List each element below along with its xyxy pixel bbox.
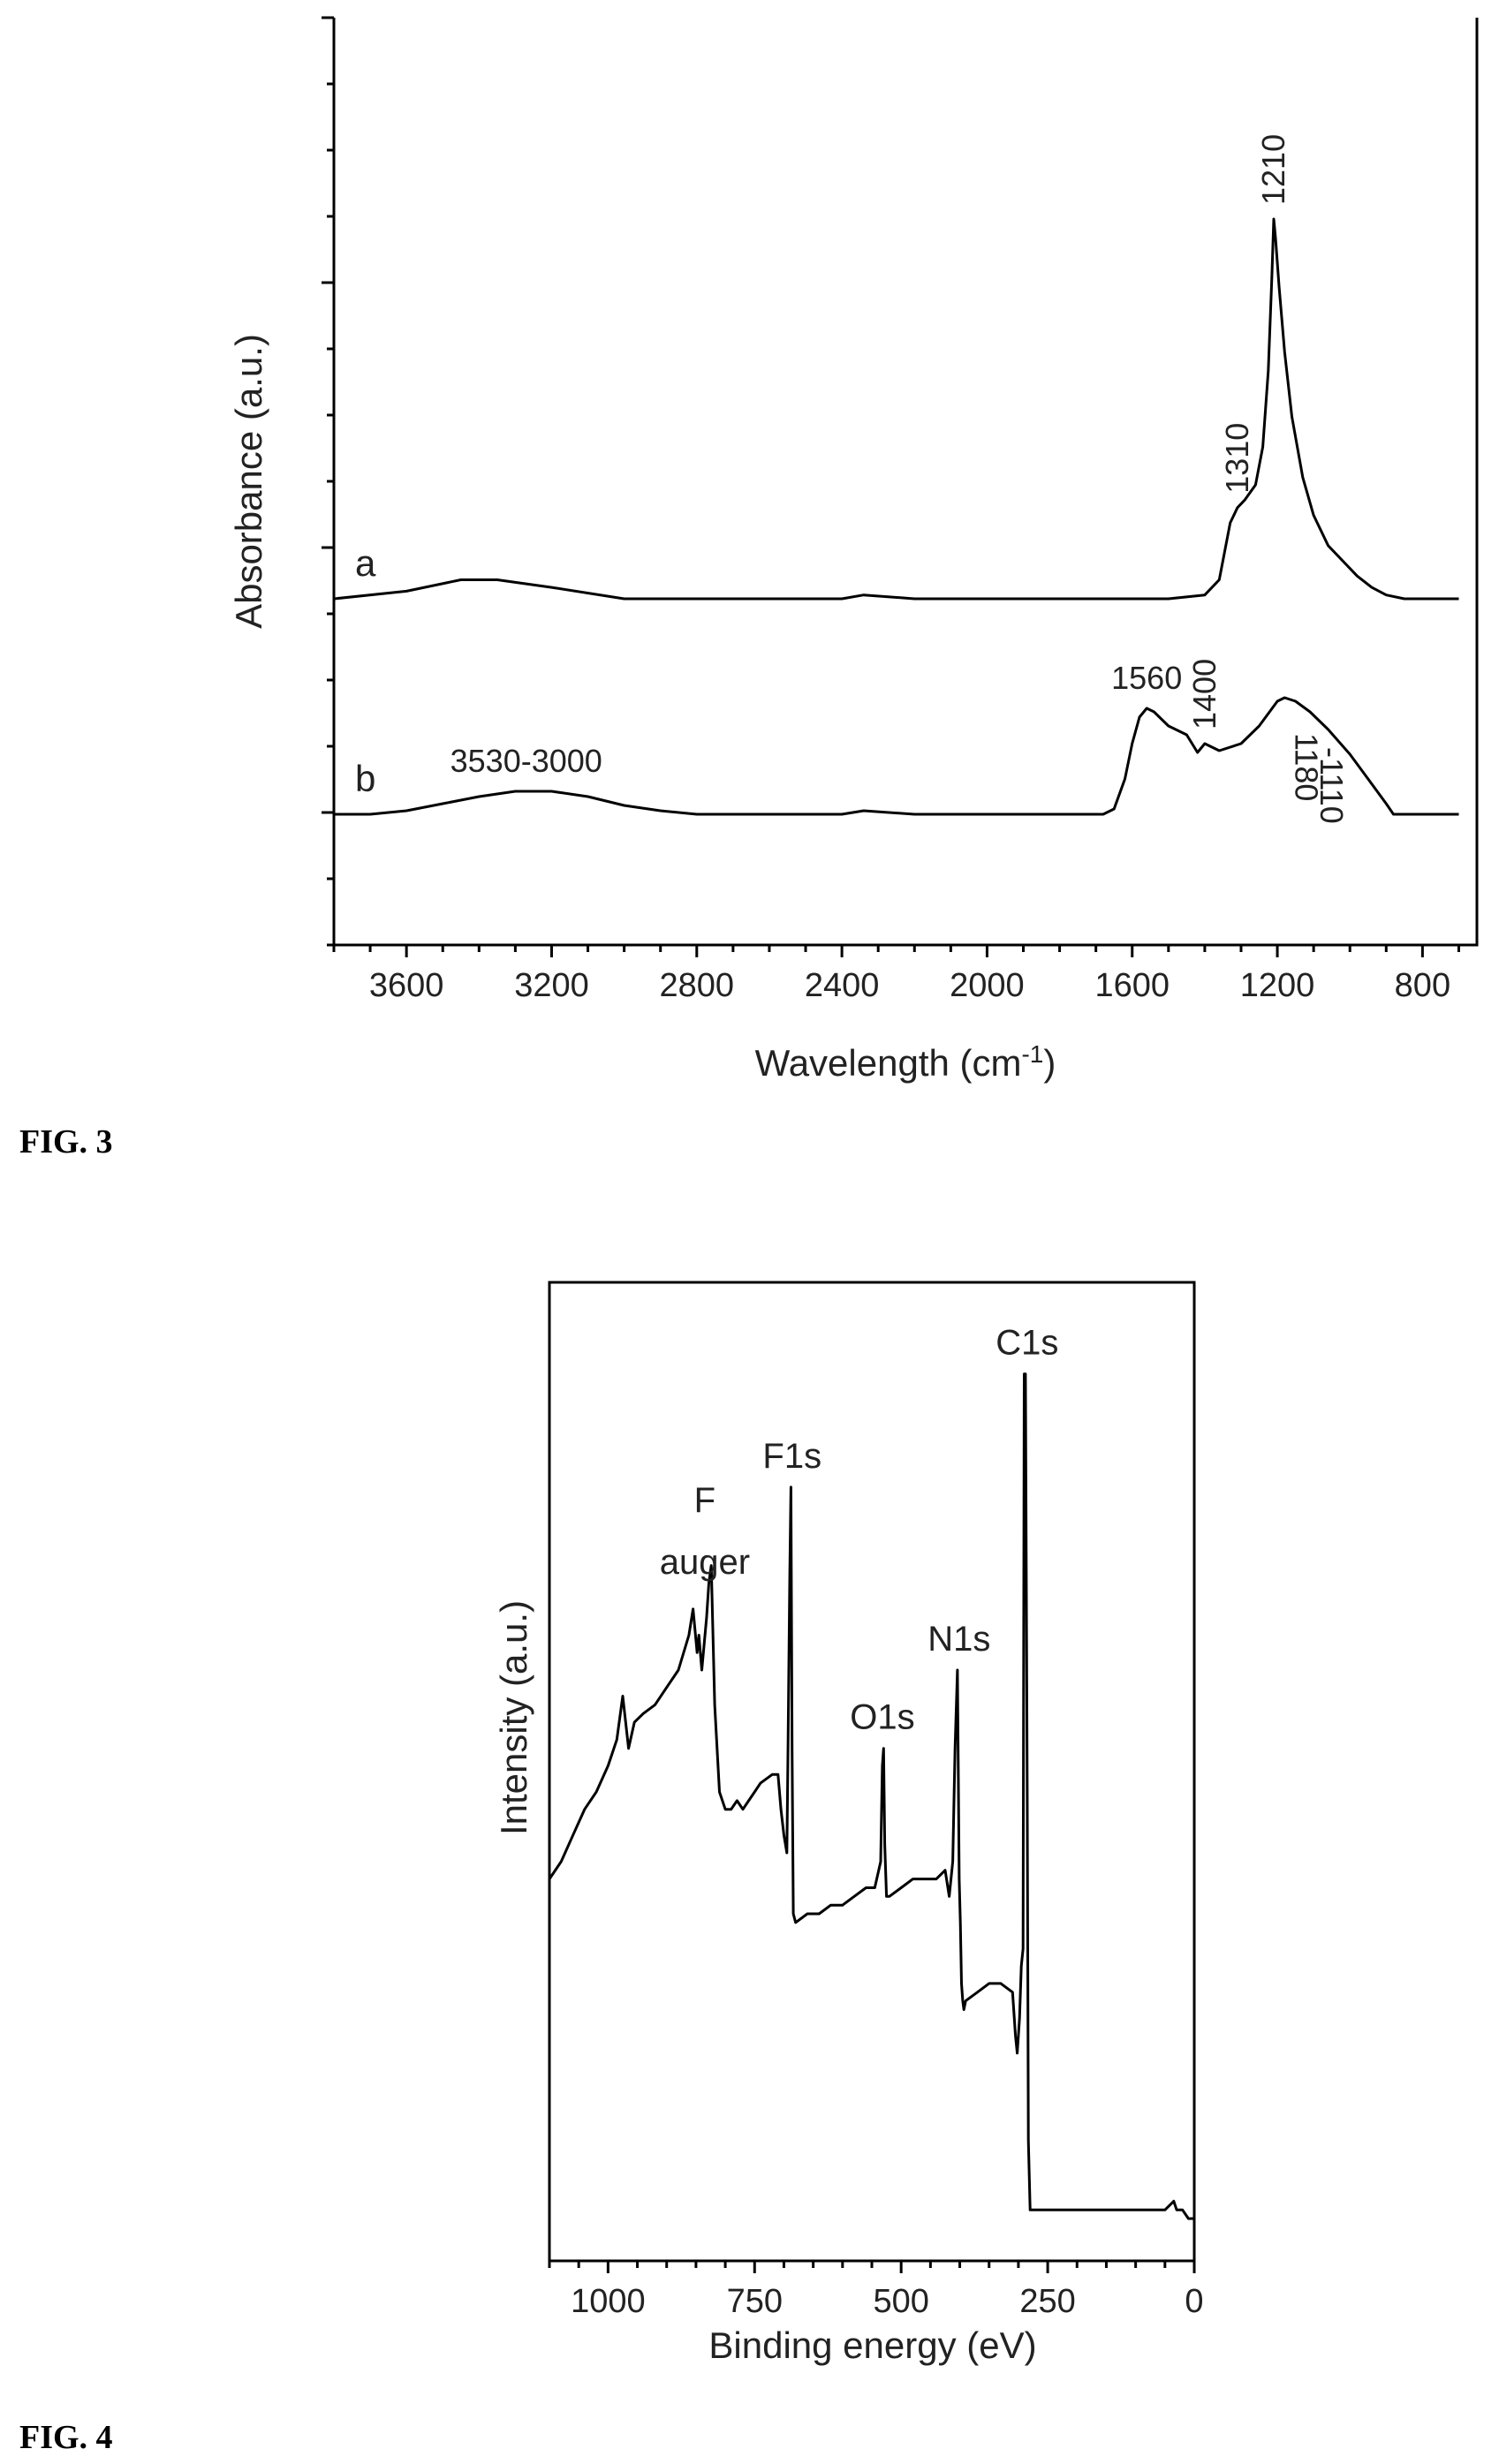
xps-curves [548,1372,1194,2220]
ftir-x-label: Wavelength (cm-1) [755,1040,1056,1085]
xps-x-tick-label: 750 [727,2283,783,2320]
ftir-x-tick-label: 2000 [950,967,1025,1004]
ftir-x-axis [334,18,1479,947]
xps-annotation: C1s [996,1324,1058,1363]
xps-x-tick-label: 250 [1019,2283,1075,2320]
ftir-series-a [333,217,1459,601]
xps-x-label: Binding energy (eV) [708,2324,1036,2366]
fig4-caption: FIG. 4 [19,2419,113,2456]
xps-x-ticks: 1000 750 500 250 0 [548,2261,1204,2320]
ftir-x-tick-label: 2400 [805,967,880,1004]
ftir-annotation: -1110 [1314,747,1350,824]
xps-spectrum [548,1372,1194,2220]
ftir-x-ticks: 3600 3200 2800 2400 2000 1600 1200 800 [332,945,1460,1004]
ftir-series-b [334,696,1459,816]
ftir-annotation: 3530-3000 [450,743,602,779]
xps-annotation: O1s [850,1698,914,1737]
xps-annotation: auger [660,1543,750,1582]
xps-x-tick-label: 1000 [571,2283,646,2320]
xps-annotation: F1s [762,1437,821,1476]
ftir-y-label: Absorbance (a.u.) [228,334,269,629]
ftir-x-tick-label: 3600 [369,967,444,1004]
ftir-curves: ab [333,217,1459,816]
xps-annotation: F [694,1481,715,1520]
xps-y-label: Intensity (a.u.) [493,1600,534,1835]
ftir-annotation: 1560 [1111,660,1182,696]
ftir-y-ticks [322,16,334,947]
ftir-annotation: 1180 [1288,733,1324,801]
ftir-x-tick-label: 800 [1395,967,1450,1004]
xps-frame [548,1281,1196,2263]
xps-annotation: N1s [927,1620,990,1659]
ftir-series-label-a: a [355,542,376,584]
xps-x-tick-label: 500 [873,2283,928,2320]
ftir-x-tick-label: 2800 [660,967,735,1004]
ftir-annotation: 1310 [1219,423,1255,494]
ftir-annotations: 1210 1310 1560 1400 1180-1110 3530-3000 [450,134,1350,824]
ftir-x-tick-label: 3200 [514,967,589,1004]
ftir-x-tick-label: 1600 [1094,967,1170,1004]
fig3-caption: FIG. 3 [19,1123,113,1160]
ftir-annotation: 1400 [1186,659,1223,729]
ftir-x-tick-label: 1200 [1240,967,1315,1004]
ftir-annotation: 1210 [1255,134,1291,205]
xps-x-tick-label: 0 [1185,2283,1203,2320]
ftir-series-label-b: b [355,758,375,799]
ftir-chart: 3600 3200 2800 2400 2000 1600 1200 800 ab 12101… [19,16,1479,1160]
